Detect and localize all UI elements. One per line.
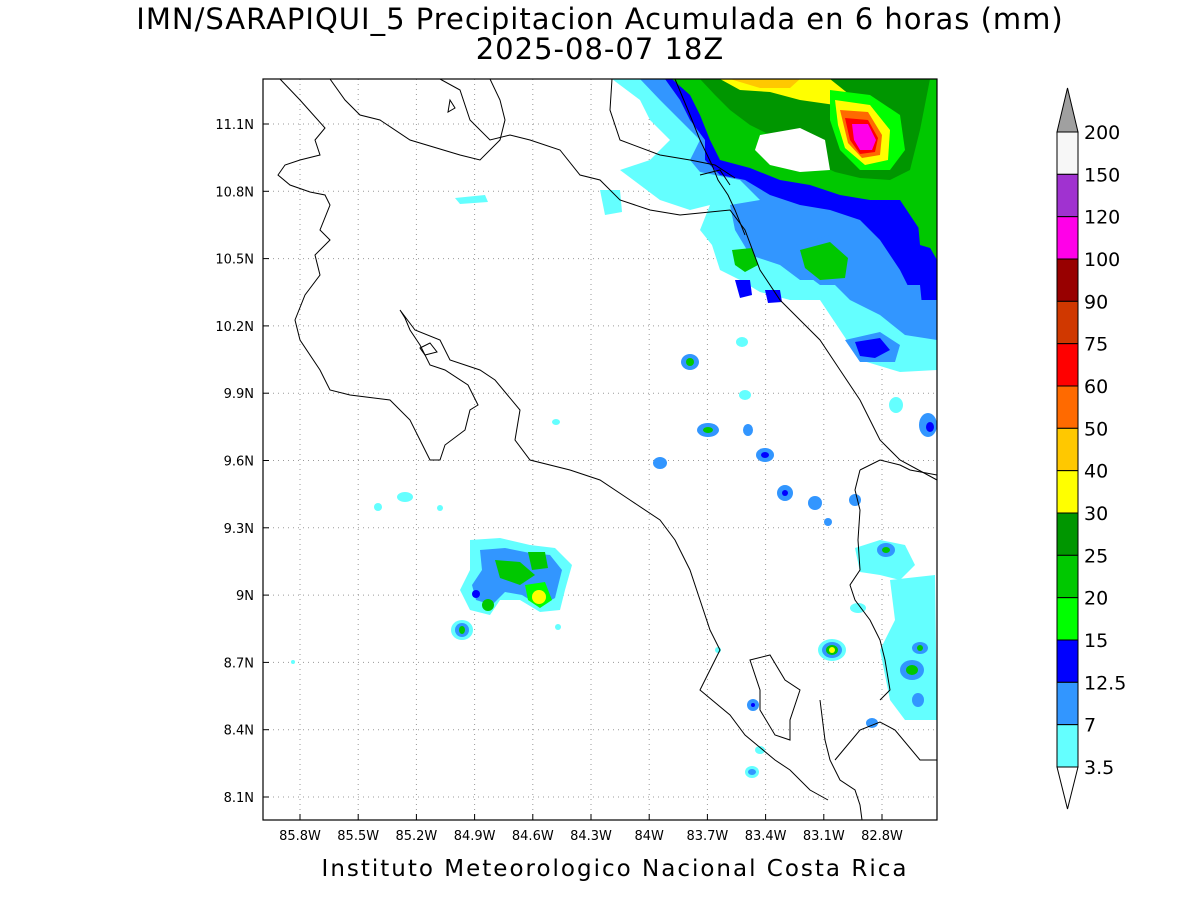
lon-tick-label: 85.2W xyxy=(395,829,437,844)
lat-tick-label: 9.6N xyxy=(224,455,254,470)
lon-tick-label: 83.1W xyxy=(803,829,845,844)
colorbar-label: 60 xyxy=(1084,376,1108,398)
colorbar-label: 3.5 xyxy=(1084,757,1114,779)
lat-tick-label: 8.4N xyxy=(224,724,254,739)
lat-tick-label: 10.8N xyxy=(215,185,254,200)
lat-tick-label: 8.1N xyxy=(224,791,254,806)
colorbar-label: 30 xyxy=(1084,503,1108,525)
colorbar-label: 75 xyxy=(1084,334,1108,356)
colorbar-box xyxy=(1056,385,1079,429)
colorbar-label: 120 xyxy=(1084,207,1120,229)
colorbar-box xyxy=(1056,512,1079,556)
lat-tick-label: 11.1N xyxy=(215,118,254,133)
credit-line: Instituto Meteorologico Nacional Costa R… xyxy=(321,856,909,882)
colorbar-label: 12.5 xyxy=(1084,672,1126,694)
colorbar-box xyxy=(1056,131,1079,175)
colorbar-label: 90 xyxy=(1084,291,1108,313)
longitude-axis: 85.8W 85.5W 85.2W 84.9W 84.6W 84.3W 84W 83.7W 83… xyxy=(279,814,903,844)
lat-tick-label: 9N xyxy=(236,589,254,604)
map-title: IMN/SARAPIQUI_5 Precipitacion Acumulada … xyxy=(136,2,1064,36)
colorbar-under-arrow xyxy=(1056,766,1079,810)
map-date: 2025-08-07 18Z xyxy=(475,32,725,66)
lat-tick-label: 9.9N xyxy=(224,387,254,402)
lon-tick-label: 85.5W xyxy=(337,829,379,844)
lon-tick-label: 84W xyxy=(634,829,664,844)
colorbar-box xyxy=(1056,554,1079,599)
colorbar-box xyxy=(1056,258,1079,302)
colorbar-box xyxy=(1056,597,1079,641)
precipitation-field xyxy=(291,79,937,778)
colorbar-label: 25 xyxy=(1084,545,1108,567)
lat-tick-label: 8.7N xyxy=(224,656,254,671)
colorbar-label: 50 xyxy=(1084,418,1108,440)
colorbar-box xyxy=(1056,173,1079,218)
lat-tick-label: 10.2N xyxy=(215,320,254,335)
lon-tick-label: 84.6W xyxy=(512,829,554,844)
colorbar-box xyxy=(1056,427,1079,472)
colorbar-box xyxy=(1056,470,1079,514)
lat-tick-label: 10.5N xyxy=(215,253,254,268)
lon-tick-label: 83.4W xyxy=(745,829,787,844)
colorbar: 200 150 120 100 90 75 60 50 40 30 25 20 15 12.5 7 3.5 xyxy=(1056,87,1126,810)
colorbar-label: 15 xyxy=(1084,630,1108,652)
colorbar-over-arrow xyxy=(1056,87,1079,133)
colorbar-label: 150 xyxy=(1084,164,1120,186)
coastline xyxy=(277,79,937,820)
map-frame xyxy=(262,78,938,821)
latitude-axis: 11.1N 10.8N 10.5N 10.2N 9.9N 9.6N 9.3N 9N 8.7N 8.… xyxy=(215,118,269,806)
colorbar-box xyxy=(1056,216,1079,260)
colorbar-box xyxy=(1056,724,1079,768)
colorbar-label: 200 xyxy=(1084,122,1120,144)
lon-tick-label: 84.3W xyxy=(570,829,612,844)
colorbar-box xyxy=(1056,300,1079,345)
lon-tick-label: 84.9W xyxy=(454,829,496,844)
colorbar-label: 40 xyxy=(1084,461,1108,483)
colorbar-box xyxy=(1056,639,1079,683)
lon-tick-label: 82.8W xyxy=(861,829,903,844)
colorbar-label: 20 xyxy=(1084,588,1108,610)
colorbar-box xyxy=(1056,343,1079,387)
lat-tick-label: 9.3N xyxy=(224,522,254,537)
colorbar-label: 7 xyxy=(1084,715,1096,737)
colorbar-box xyxy=(1056,681,1079,726)
colorbar-label: 100 xyxy=(1084,249,1120,271)
lon-tick-label: 85.8W xyxy=(279,829,321,844)
lon-tick-label: 83.7W xyxy=(686,829,728,844)
